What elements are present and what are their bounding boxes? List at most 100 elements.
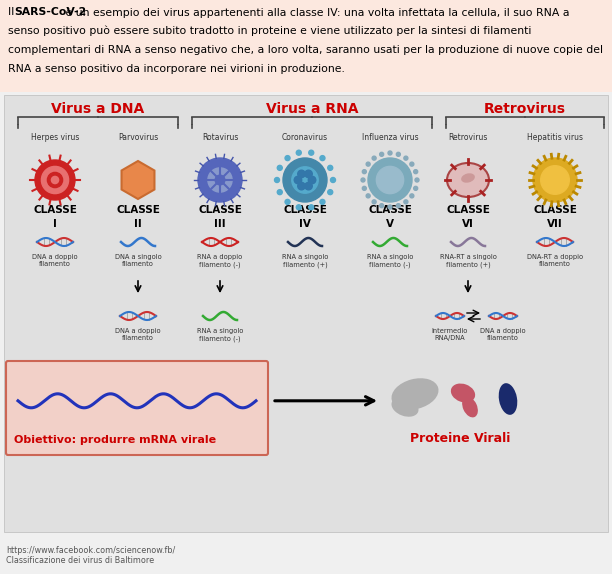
Circle shape (366, 162, 370, 166)
Text: Virus a DNA: Virus a DNA (51, 102, 144, 116)
Circle shape (410, 162, 414, 166)
Circle shape (296, 205, 301, 210)
Text: IV: IV (299, 219, 311, 229)
Circle shape (285, 199, 290, 204)
Circle shape (298, 170, 305, 177)
Circle shape (376, 166, 404, 193)
Circle shape (320, 156, 325, 161)
Circle shape (277, 165, 282, 170)
Text: VII: VII (547, 219, 563, 229)
Ellipse shape (499, 383, 517, 415)
Text: I: I (53, 219, 57, 229)
Text: https://www.facebook.com/sciencenow.fb/
Classificazione dei virus di Baltimore: https://www.facebook.com/sciencenow.fb/ … (6, 546, 175, 565)
Circle shape (362, 170, 367, 174)
Circle shape (388, 205, 392, 209)
Text: RNA a doppio
filamento (-): RNA a doppio filamento (-) (198, 254, 242, 267)
Text: Parvovirus: Parvovirus (118, 133, 158, 142)
FancyBboxPatch shape (6, 361, 268, 455)
Text: Virus a RNA: Virus a RNA (266, 102, 358, 116)
Text: III: III (214, 219, 226, 229)
Text: Herpes virus: Herpes virus (31, 133, 79, 142)
Text: Retrovirus: Retrovirus (449, 133, 488, 142)
Circle shape (404, 200, 408, 204)
Circle shape (330, 177, 335, 183)
Text: DNA a doppio
filamento: DNA a doppio filamento (115, 328, 161, 341)
Text: Rotavirus: Rotavirus (202, 133, 238, 142)
Text: II: II (134, 219, 142, 229)
Circle shape (372, 156, 376, 160)
Circle shape (215, 175, 225, 185)
Text: RNA a singolo
filamento (+): RNA a singolo filamento (+) (282, 254, 328, 267)
Circle shape (404, 156, 408, 160)
Circle shape (368, 158, 412, 202)
Circle shape (275, 177, 280, 183)
Text: CLASSE: CLASSE (368, 205, 412, 215)
Circle shape (366, 194, 370, 198)
Circle shape (277, 189, 282, 195)
Text: complementari di RNA a senso negativo che, a loro volta, saranno usati per la pr: complementari di RNA a senso negativo ch… (8, 45, 603, 55)
Circle shape (410, 194, 414, 198)
Text: DNA a singolo
filamento: DNA a singolo filamento (114, 254, 162, 267)
Circle shape (415, 178, 419, 182)
Circle shape (198, 158, 242, 202)
Ellipse shape (392, 397, 419, 417)
Text: DNA-RT a doppio
filamento: DNA-RT a doppio filamento (527, 254, 583, 267)
Text: SARS-CoV-2: SARS-CoV-2 (15, 7, 87, 17)
Circle shape (328, 189, 333, 195)
Text: RNA-RT a singolo
filamento (+): RNA-RT a singolo filamento (+) (439, 254, 496, 267)
Text: Retrovirus: Retrovirus (484, 102, 566, 116)
Circle shape (298, 183, 305, 190)
Text: CLASSE: CLASSE (533, 205, 577, 215)
Circle shape (42, 166, 69, 193)
Circle shape (305, 170, 312, 177)
Text: RNA a senso positivo da incorporare nei virioni in produzione.: RNA a senso positivo da incorporare nei … (8, 64, 345, 74)
Circle shape (328, 165, 333, 170)
Text: CLASSE: CLASSE (198, 205, 242, 215)
Circle shape (414, 187, 417, 191)
Circle shape (388, 151, 392, 155)
Ellipse shape (461, 173, 475, 183)
Text: CLASSE: CLASSE (116, 205, 160, 215)
Circle shape (540, 166, 569, 195)
Text: RNA a singolo
filamento (-): RNA a singolo filamento (-) (367, 254, 413, 267)
Text: Hepatitis virus: Hepatitis virus (527, 133, 583, 142)
Circle shape (35, 160, 75, 200)
Text: Influenza virus: Influenza virus (362, 133, 419, 142)
FancyBboxPatch shape (4, 95, 608, 532)
Circle shape (379, 204, 384, 208)
FancyBboxPatch shape (0, 0, 612, 92)
Circle shape (379, 152, 384, 156)
Circle shape (533, 158, 577, 202)
Circle shape (361, 178, 365, 182)
Text: VI: VI (462, 219, 474, 229)
Circle shape (397, 152, 400, 156)
Text: V: V (386, 219, 394, 229)
Circle shape (296, 150, 301, 155)
Circle shape (47, 172, 62, 188)
Circle shape (397, 204, 400, 208)
Circle shape (283, 158, 327, 202)
Circle shape (308, 205, 314, 210)
Text: Coronavirus: Coronavirus (282, 133, 328, 142)
Circle shape (51, 176, 59, 184)
Circle shape (292, 167, 318, 193)
Text: CLASSE: CLASSE (33, 205, 77, 215)
Circle shape (414, 170, 417, 174)
Text: è un esempio dei virus appartenenti alla classe IV: una volta infettata la cellu: è un esempio dei virus appartenenti alla… (61, 7, 569, 17)
Polygon shape (122, 161, 154, 199)
Text: senso positivo può essere subito tradotto in proteine e viene utilizzato per la : senso positivo può essere subito tradott… (8, 26, 531, 37)
Circle shape (372, 200, 376, 204)
Text: Intermedio
RNA/DNA: Intermedio RNA/DNA (432, 328, 468, 341)
Circle shape (285, 156, 290, 161)
Circle shape (320, 199, 325, 204)
Text: DNA a doppio
filamento: DNA a doppio filamento (480, 328, 526, 341)
Ellipse shape (462, 397, 478, 417)
Ellipse shape (447, 163, 489, 197)
Text: DNA a doppio
filamento: DNA a doppio filamento (32, 254, 78, 267)
Text: CLASSE: CLASSE (283, 205, 327, 215)
Text: CLASSE: CLASSE (446, 205, 490, 215)
Circle shape (308, 150, 314, 155)
Circle shape (305, 183, 312, 190)
Circle shape (294, 176, 302, 184)
Ellipse shape (392, 378, 439, 410)
